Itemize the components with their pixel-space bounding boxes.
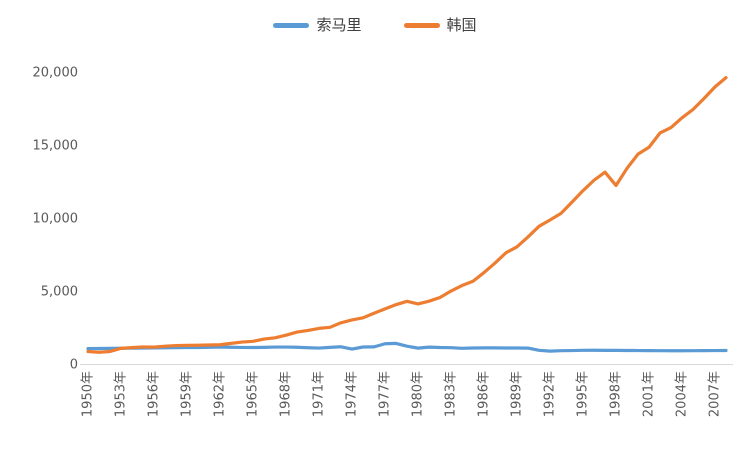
x-tick-label: 1971年	[312, 371, 327, 417]
series-line-korea	[86, 76, 728, 354]
x-tick-label: 1962年	[213, 371, 228, 417]
somalia-line-swatch-icon	[273, 23, 310, 28]
x-tick-label: 1953年	[114, 371, 129, 417]
x-tick-label: 1965年	[246, 371, 261, 417]
legend-item-korea: 韩国	[403, 16, 477, 34]
x-tick-label: 1992年	[543, 371, 558, 417]
x-tick-label: 1998年	[609, 371, 624, 417]
x-tick-label: 1968年	[279, 371, 294, 417]
x-tick-label: 1980年	[411, 371, 426, 417]
x-tick-label: 1977年	[378, 371, 393, 417]
chart-legend: 索马里 韩国	[0, 18, 750, 33]
x-tick-label: 1950年	[81, 371, 96, 417]
y-tick-label: 5,000	[41, 285, 78, 300]
y-tick-label: 10,000	[33, 212, 79, 227]
legend-label-korea: 韩国	[446, 16, 477, 34]
x-tick-label: 1995年	[576, 371, 591, 417]
y-tick-label: 20,000	[33, 66, 79, 81]
x-tick-label: 2007年	[708, 371, 723, 417]
y-tick-label: 15,000	[33, 139, 79, 154]
x-tick-label: 1986年	[477, 371, 492, 417]
x-tick-label: 1983年	[444, 371, 459, 417]
x-tick-label: 1989年	[510, 371, 525, 417]
series-line-somalia	[86, 341, 728, 353]
x-tick-label: 2001年	[642, 371, 657, 417]
legend-item-somalia: 索马里	[273, 16, 362, 34]
x-tick-label: 1956年	[147, 371, 162, 417]
x-tick-label: 2004年	[675, 371, 690, 417]
x-tick-label: 1959年	[180, 371, 195, 417]
korea-line-swatch-icon	[403, 23, 440, 28]
legend-label-somalia: 索马里	[316, 16, 362, 34]
y-tick-label: 0	[70, 358, 78, 373]
x-tick-label: 1974年	[345, 371, 360, 417]
